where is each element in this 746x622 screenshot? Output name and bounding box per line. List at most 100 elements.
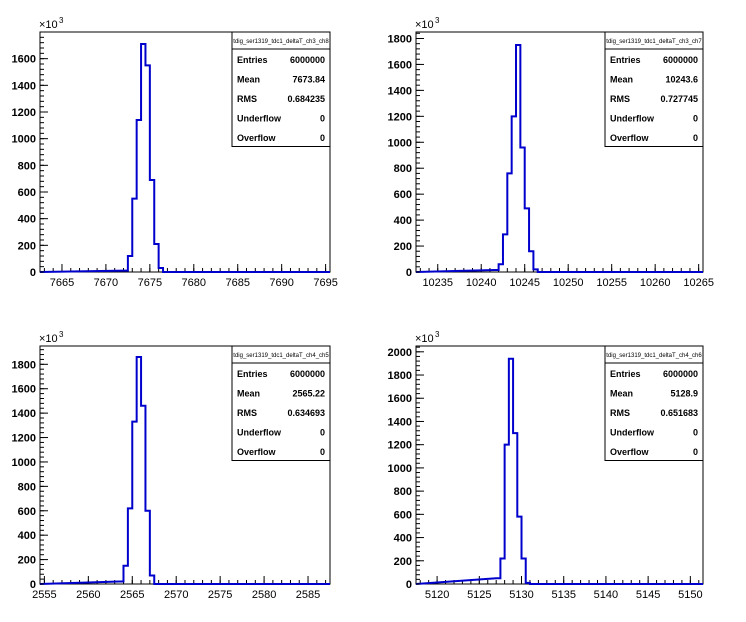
y-tick-label: 400 [394, 533, 412, 545]
x-tick-label: 5125 [467, 589, 491, 601]
stats-label: RMS [237, 94, 257, 104]
y-tick-label: 1800 [388, 33, 412, 45]
y-multiplier-exponent: 3 [435, 16, 440, 25]
stats-value: 6000000 [290, 55, 325, 65]
stats-value: 0.727745 [660, 94, 698, 104]
y-tick-label: 0 [30, 579, 36, 591]
histogram-line [39, 355, 330, 585]
stats-value: 0 [693, 447, 698, 457]
y-tick-label: 1800 [388, 370, 412, 382]
y-tick-label: 1400 [388, 85, 412, 97]
y-tick-label: 1200 [12, 433, 36, 445]
y-tick-label: 800 [394, 486, 412, 498]
y-tick-label: 1600 [12, 384, 36, 396]
stats-value: 5128.9 [670, 389, 698, 399]
stats-label: Entries [610, 55, 641, 65]
stats-title: tdig_ser1319_tdc1_deltaT_ch4_ch5 [233, 353, 329, 359]
stats-value: 0.634693 [287, 408, 325, 418]
y-tick-label: 1200 [388, 440, 412, 452]
x-tick-label: 2570 [164, 589, 188, 601]
stats-box [231, 31, 331, 147]
x-tick-label: 2580 [252, 589, 276, 601]
histogram-panel-4: 0 200 400 600 800 1000 1200 1400 1600 1800 2000 512… [388, 330, 704, 601]
y-tick-label: 1400 [12, 408, 36, 420]
stats-label: Mean [610, 75, 633, 85]
y-multiplier-exponent: 3 [59, 330, 64, 339]
x-tick-label: 5120 [425, 589, 449, 601]
stats-label: Underflow [610, 428, 655, 438]
stats-label: Underflow [237, 428, 282, 438]
stats-label: Overflow [237, 447, 277, 457]
y-multiplier: ×10 [415, 19, 434, 31]
y-tick-label: 800 [18, 481, 36, 493]
y-tick-label: 1000 [388, 137, 412, 149]
stats-value: 7673.84 [292, 75, 325, 85]
x-tick-label: 2555 [32, 589, 56, 601]
x-tick-label: 10255 [596, 277, 627, 289]
stats-label: Mean [237, 75, 260, 85]
stats-label: Mean [610, 389, 633, 399]
stats-value: 0.651683 [660, 408, 698, 418]
stats-title: tdig_ser1319_tdc1_deltaT_ch3_ch8 [233, 39, 329, 45]
stats-title: tdig_ser1319_tdc1_deltaT_ch4_ch6 [606, 353, 702, 359]
y-tick-label: 1800 [12, 359, 36, 371]
stats-value: 6000000 [663, 369, 698, 379]
stats-label: Overflow [610, 133, 650, 143]
stats-value: 6000000 [290, 369, 325, 379]
x-tick-label: 10245 [509, 277, 540, 289]
y-tick-label: 1400 [388, 416, 412, 428]
y-tick-label: 0 [406, 579, 412, 591]
y-tick-label: 400 [394, 215, 412, 227]
y-tick-label: 200 [394, 241, 412, 253]
y-tick-label: 0 [30, 267, 36, 279]
y-tick-label: 600 [394, 189, 412, 201]
y-multiplier: ×10 [39, 19, 58, 31]
histogram-line [415, 43, 703, 273]
x-tick-label: 7680 [182, 277, 206, 289]
y-tick-label: 800 [394, 163, 412, 175]
x-tick-label: 2565 [120, 589, 144, 601]
x-tick-label: 5140 [594, 589, 618, 601]
histogram-panel-3: 0 200 400 600 800 1000 1200 1400 1600 1800 2555 256… [12, 330, 331, 601]
y-tick-label: 1000 [12, 134, 36, 146]
x-tick-label: 7685 [225, 277, 249, 289]
stats-title: tdig_ser1319_tdc1_deltaT_ch3_ch7 [606, 39, 702, 45]
stats-label: Entries [610, 369, 641, 379]
x-tick-label: 7695 [313, 277, 337, 289]
x-tick-label: 5145 [636, 589, 660, 601]
stats-label: Overflow [610, 447, 650, 457]
stats-label: RMS [237, 408, 257, 418]
stats-value: 0 [693, 114, 698, 124]
y-tick-label: 1400 [12, 80, 36, 92]
x-tick-label: 10260 [640, 277, 671, 289]
y-tick-label: 600 [18, 506, 36, 518]
y-tick-label: 200 [18, 555, 36, 567]
stats-label: Mean [237, 389, 260, 399]
stats-label: RMS [610, 408, 630, 418]
x-tick-label: 2560 [76, 589, 100, 601]
y-tick-label: 200 [18, 240, 36, 252]
histogram-panel-1: 0 200 400 600 800 1000 1200 1400 1600 7665 7670 767… [12, 16, 338, 289]
y-multiplier-exponent: 3 [59, 16, 64, 25]
y-tick-label: 1600 [388, 59, 412, 71]
y-tick-label: 2000 [388, 347, 412, 359]
y-tick-label: 0 [406, 267, 412, 279]
x-tick-label: 7665 [50, 277, 74, 289]
stats-value: 6000000 [663, 55, 698, 65]
stats-value: 0 [693, 133, 698, 143]
x-tick-label: 7675 [138, 277, 162, 289]
y-tick-label: 200 [394, 556, 412, 568]
x-tick-label: 5130 [509, 589, 533, 601]
x-tick-label: 10240 [466, 277, 497, 289]
y-tick-label: 400 [18, 530, 36, 542]
stats-box [231, 345, 331, 461]
stats-box [604, 345, 704, 461]
stats-label: Entries [237, 369, 268, 379]
x-tick-label: 2575 [208, 589, 232, 601]
x-tick-label: 7690 [269, 277, 293, 289]
stats-value: 0 [693, 428, 698, 438]
y-multiplier: ×10 [415, 333, 434, 345]
histogram-line [415, 357, 703, 585]
stats-value: 0.684235 [287, 94, 325, 104]
